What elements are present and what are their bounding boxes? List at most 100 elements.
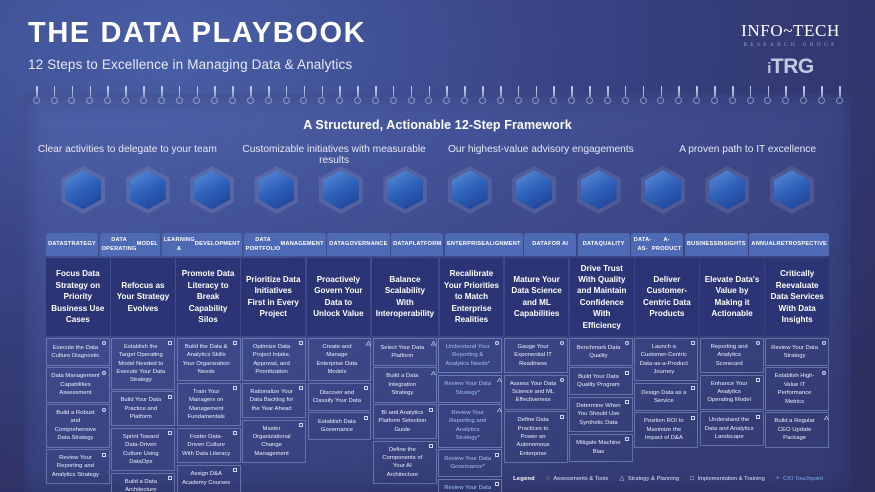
- initiative-card[interactable]: Mitigate Machine Bias: [569, 433, 633, 462]
- initiative-card[interactable]: Launch a Customer-Centric Data-as-a-Prod…: [634, 337, 699, 382]
- step-hexagon-7[interactable]: [447, 166, 492, 214]
- month-cell-sep[interactable]: [566, 166, 630, 222]
- initiative-card[interactable]: Enhance Your Analytics Operating Model: [699, 374, 764, 410]
- month-cell-jul[interactable]: [438, 166, 502, 222]
- step-title-2[interactable]: Refocus as Your Strategy Evolves: [111, 257, 175, 337]
- initiative-card[interactable]: Execute the Data Culture Diagnostic: [46, 337, 110, 366]
- initiative-card[interactable]: Establish Data Governance: [307, 412, 372, 441]
- step-hexagon-11[interactable]: [705, 166, 750, 214]
- initiative-card[interactable]: Build a Robust and Comprehensive Data St…: [46, 404, 110, 448]
- initiative-card[interactable]: Determine When You Should Use Synthetic …: [569, 396, 633, 433]
- initiative-card[interactable]: Assign D&A Academy Courses: [176, 464, 241, 492]
- initiative-card[interactable]: Build a Data Architecture Roadmap: [111, 472, 176, 492]
- step-title-6[interactable]: Balance Scalability With Interoperabilit…: [371, 257, 439, 337]
- category-header-1[interactable]: DATA STRATEGY: [46, 233, 99, 256]
- framework-tagline-4: A proven path to IT excellence: [679, 144, 817, 155]
- month-cell-apr[interactable]: [244, 166, 308, 222]
- initiative-card[interactable]: Understand Your Reporting & Analytics Ne…: [438, 337, 503, 374]
- step-title-5[interactable]: Proactively Govern Your Data to Unlock V…: [306, 257, 371, 337]
- initiative-card[interactable]: Gauge Your Exponential IT Readiness: [503, 337, 568, 374]
- step-hexagon-1[interactable]: [61, 166, 106, 214]
- initiative-card[interactable]: Review Your Data Strategy: [765, 337, 829, 366]
- initiative-card[interactable]: Review Your Data Quality Program*: [438, 478, 503, 492]
- month-cell-jun[interactable]: [373, 166, 437, 222]
- initiative-card[interactable]: Review Your Reporting and Analytics Stra…: [46, 449, 110, 485]
- initiative-card[interactable]: Rationalize Your Data Backlog for the Ye…: [242, 382, 306, 419]
- category-header-10[interactable]: DATA-AS- A-PRODUCT: [631, 233, 684, 256]
- initiative-card[interactable]: Discover and Classify Your Data: [307, 382, 372, 411]
- initiative-card[interactable]: Build a Data Integration Strategy: [372, 367, 437, 403]
- category-header-12[interactable]: ANNUAL RETROSPECTIVE: [749, 233, 830, 256]
- step-hexagon-6[interactable]: [383, 166, 428, 214]
- initiative-card[interactable]: Foster Data-Driven Culture With Data Lit…: [176, 427, 241, 464]
- step-hexagon-3[interactable]: [190, 166, 235, 214]
- initiative-card[interactable]: Design Data as a Service: [634, 382, 699, 411]
- initiative-card[interactable]: Data Management Capabilities Assessment: [46, 367, 110, 403]
- initiative-card[interactable]: Review Your Reporting and Analytics Stra…: [438, 404, 503, 448]
- initiative-card[interactable]: BI and Analytics Platform Selection Guid…: [372, 404, 437, 440]
- month-cell-may[interactable]: [309, 166, 373, 222]
- step-title-1[interactable]: Focus Data Strategy on Priority Business…: [46, 257, 110, 337]
- category-header-2[interactable]: DATA OPERATING MODEL: [99, 233, 161, 256]
- step-title-8[interactable]: Mature Your Data Science and ML Capabili…: [504, 257, 569, 337]
- step-title-9[interactable]: Drive Trust With Quality and Maintain Co…: [569, 257, 634, 337]
- step-hexagon-5[interactable]: [318, 166, 363, 214]
- spiral-ring: [389, 97, 397, 104]
- month-cell-oct[interactable]: [631, 166, 695, 222]
- step-title-3[interactable]: Promote Data Literacy to Break Capabilit…: [176, 257, 240, 337]
- initiative-card[interactable]: Sprint Toward Data-Driven Culture Using …: [111, 427, 176, 472]
- step-hexagon-4[interactable]: [254, 166, 299, 214]
- step-title-7[interactable]: Recalibrate Your Priorities to Match Ent…: [439, 257, 504, 337]
- category-header-line: FOR AI: [547, 241, 569, 248]
- category-header-8[interactable]: DATA FOR AI: [524, 233, 577, 256]
- initiative-card[interactable]: Define Data Practices to Power an Autono…: [503, 411, 568, 464]
- initiative-card[interactable]: Review Your Data Strategy*: [438, 374, 503, 403]
- initiative-label: Train Your Managers on Management Fundam…: [187, 388, 225, 421]
- initiative-card[interactable]: Assess Your Data Science and ML Effectiv…: [503, 374, 568, 410]
- initiative-card[interactable]: Build a Regular CEO Update Package: [765, 412, 829, 448]
- initiative-card[interactable]: Master Organizational Change Management: [242, 419, 306, 464]
- initiative-label: Discover and Classify Your Data: [312, 389, 361, 404]
- category-header-3[interactable]: LEARNING & DEVELOPMENT: [161, 233, 243, 256]
- category-header-11[interactable]: BUSINESS INSIGHTS: [684, 233, 748, 256]
- initiative-card[interactable]: Build Your Data Practice and Platform: [111, 391, 176, 427]
- initiative-card[interactable]: Optimize Data Project Intake, Approval, …: [242, 337, 306, 382]
- spiral-tick: [446, 86, 449, 97]
- initiative-card[interactable]: Benchmark Data Quality: [569, 337, 633, 366]
- initiative-card[interactable]: Train Your Managers on Management Fundam…: [176, 382, 241, 427]
- month-cell-feb[interactable]: [115, 166, 179, 222]
- category-header-6[interactable]: DATA PLATFORM: [391, 233, 444, 256]
- step-hexagon-10[interactable]: [641, 166, 685, 214]
- category-header-4[interactable]: DATA PORTFOLIO MANAGEMENT: [243, 233, 326, 256]
- initiative-card[interactable]: Position ROI to Maximize the Impact of D…: [634, 412, 699, 448]
- step-title-11[interactable]: Elevate Data's Value by Making it Action…: [700, 257, 764, 337]
- category-header-9[interactable]: DATA QUALITY: [577, 233, 630, 256]
- initiative-card[interactable]: Establish the Target Operating Model Nee…: [111, 337, 176, 390]
- step-hexagon-9[interactable]: [576, 166, 621, 214]
- initiative-card[interactable]: Review Your Data Governance*: [438, 449, 503, 478]
- month-cell-aug[interactable]: [502, 166, 566, 222]
- spiral-tick: [821, 86, 823, 97]
- initiative-card[interactable]: Build the Data & Analytics Skills Your O…: [176, 337, 241, 382]
- initiative-card[interactable]: Select Your Data Platform: [372, 337, 437, 366]
- step-hexagon-2[interactable]: [125, 166, 170, 214]
- initiative-card[interactable]: Define the Components of Your AI Archite…: [372, 440, 437, 485]
- step-hexagon-8[interactable]: [512, 166, 557, 214]
- category-header-5[interactable]: DATA GOVERNANCE: [327, 233, 390, 256]
- square-icon: [233, 468, 238, 473]
- step-title-4[interactable]: Prioritize Data Initiatives First in Eve…: [241, 257, 306, 337]
- initiative-card[interactable]: Create and Manage Enterprise Data Models: [307, 337, 372, 382]
- month-cell-dec[interactable]: [760, 166, 824, 222]
- step-title-12[interactable]: Critically Reevaluate Data Services With…: [765, 257, 829, 337]
- initiative-card[interactable]: Establish High-Value IT Performance Metr…: [765, 367, 829, 411]
- initiative-card[interactable]: Build Your Data Quality Program: [569, 367, 633, 396]
- step-hexagon-12[interactable]: [769, 166, 814, 214]
- month-cell-mar[interactable]: [180, 166, 244, 222]
- step-title-10[interactable]: Deliver Customer-Centric Data Products: [635, 257, 699, 337]
- initiative-card[interactable]: Reporting and Analytics Scorecard: [699, 337, 764, 374]
- category-header-line: MANAGEMENT: [280, 241, 324, 248]
- category-header-7[interactable]: ENTERPRISE ALIGNMENT: [444, 233, 523, 256]
- month-cell-nov[interactable]: [695, 166, 759, 222]
- month-cell-jan[interactable]: [51, 166, 115, 222]
- initiative-card[interactable]: Understand the Data and Analytics Landsc…: [699, 411, 764, 447]
